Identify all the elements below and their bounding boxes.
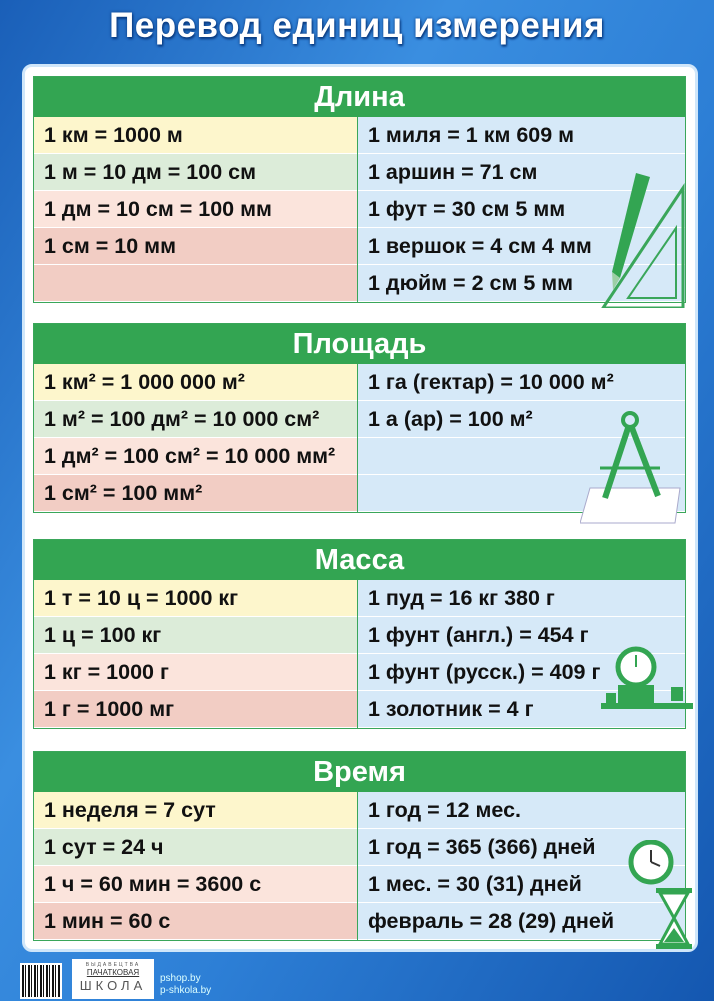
- conversion-row: 1 вершок = 4 см 4 мм: [358, 228, 685, 265]
- conversion-row: 1 м = 10 дм = 100 см: [34, 154, 357, 191]
- conversion-row: 1 мес. = 30 (31) дней: [358, 866, 685, 903]
- clock-hourglass-icon: [626, 839, 696, 955]
- conversion-row: 1 см² = 100 мм²: [34, 475, 357, 512]
- logo-top: ВЫДАВЕЦТВА: [85, 962, 141, 968]
- compass-icon: [579, 408, 690, 533]
- conversion-row: 1 а (ар) = 100 м²: [358, 401, 685, 438]
- publisher-logo: ВЫДАВЕЦТВА ПАЧАТКОВАЯ ШКОЛА: [72, 959, 154, 999]
- conversion-row: [358, 438, 685, 475]
- conversion-row: 1 дюйм = 2 см 5 мм: [358, 265, 685, 302]
- conversion-row: 1 м² = 100 дм² = 10 000 см²: [34, 401, 357, 438]
- scales-icon: [596, 645, 696, 730]
- conversion-row: 1 фут = 30 см 5 мм: [358, 191, 685, 228]
- section-heading: Площадь: [34, 324, 685, 364]
- link-pshkola[interactable]: p-shkola.by: [160, 985, 212, 996]
- right-column: 1 га (гектар) = 10 000 м² 1 а (ар) = 100 …: [357, 364, 685, 512]
- pencil-ruler-icon: [598, 168, 688, 313]
- section-heading: Время: [34, 752, 685, 792]
- conversion-row: февраль = 28 (29) дней: [358, 903, 685, 940]
- conversion-row: 1 золотник = 4 г: [358, 691, 685, 728]
- conversion-row: 1 аршин = 71 см: [358, 154, 685, 191]
- conversion-row: 1 га (гектар) = 10 000 м²: [358, 364, 685, 401]
- conversion-row: 1 дм = 10 см = 100 мм: [34, 191, 357, 228]
- conversion-row: 1 сут = 24 ч: [34, 829, 357, 866]
- barcode: [20, 963, 62, 999]
- section-heading: Масса: [34, 540, 685, 580]
- conversion-row: 1 дм² = 100 см² = 10 000 мм²: [34, 438, 357, 475]
- page-title: Перевод единиц измерения: [109, 6, 605, 45]
- conversion-row: 1 пуд = 16 кг 380 г: [358, 580, 685, 617]
- conversion-row: [358, 475, 685, 512]
- conversion-row: 1 г = 1000 мг: [34, 691, 357, 728]
- conversion-row: 1 кг = 1000 г: [34, 654, 357, 691]
- conversion-row: 1 см = 10 мм: [34, 228, 357, 265]
- conversion-row: 1 миля = 1 км 609 м: [358, 117, 685, 154]
- conversion-row: 1 мин = 60 с: [34, 903, 357, 940]
- conversion-row: 1 год = 365 (366) дней: [358, 829, 685, 866]
- section-2: Масса 1 т = 10 ц = 1000 кг 1 ц = 100 кг 1 к…: [33, 539, 686, 729]
- conversion-row: 1 км = 1000 м: [34, 117, 357, 154]
- conversion-row: 1 ц = 100 кг: [34, 617, 357, 654]
- conversion-row: 1 неделя = 7 сут: [34, 792, 357, 829]
- section-heading: Длина: [34, 77, 685, 117]
- conversion-row: 1 год = 12 мес.: [358, 792, 685, 829]
- logo-bottom: ШКОЛА: [79, 978, 147, 993]
- left-column: 1 км² = 1 000 000 м² 1 м² = 100 дм² = 10 …: [34, 364, 357, 512]
- logo-mid: ПАЧАТКОВАЯ: [86, 968, 140, 977]
- footer: ВЫДАВЕЦТВА ПАЧАТКОВАЯ ШКОЛА pshop.by p-s…: [0, 955, 714, 1001]
- link-pshop[interactable]: pshop.by: [160, 973, 201, 984]
- section-1: Площадь 1 км² = 1 000 000 м² 1 м² = 100 дм…: [33, 323, 686, 513]
- left-column: 1 т = 10 ц = 1000 кг 1 ц = 100 кг 1 кг = 1…: [34, 580, 357, 728]
- conversion-row: 1 ч = 60 мин = 3600 с: [34, 866, 357, 903]
- conversion-row: 1 фунт (англ.) = 454 г: [358, 617, 685, 654]
- conversion-row: 1 т = 10 ц = 1000 кг: [34, 580, 357, 617]
- conversion-row: 1 км² = 1 000 000 м²: [34, 364, 357, 401]
- conversion-row: [34, 265, 357, 302]
- conversion-row: 1 фунт (русск.) = 409 г: [358, 654, 685, 691]
